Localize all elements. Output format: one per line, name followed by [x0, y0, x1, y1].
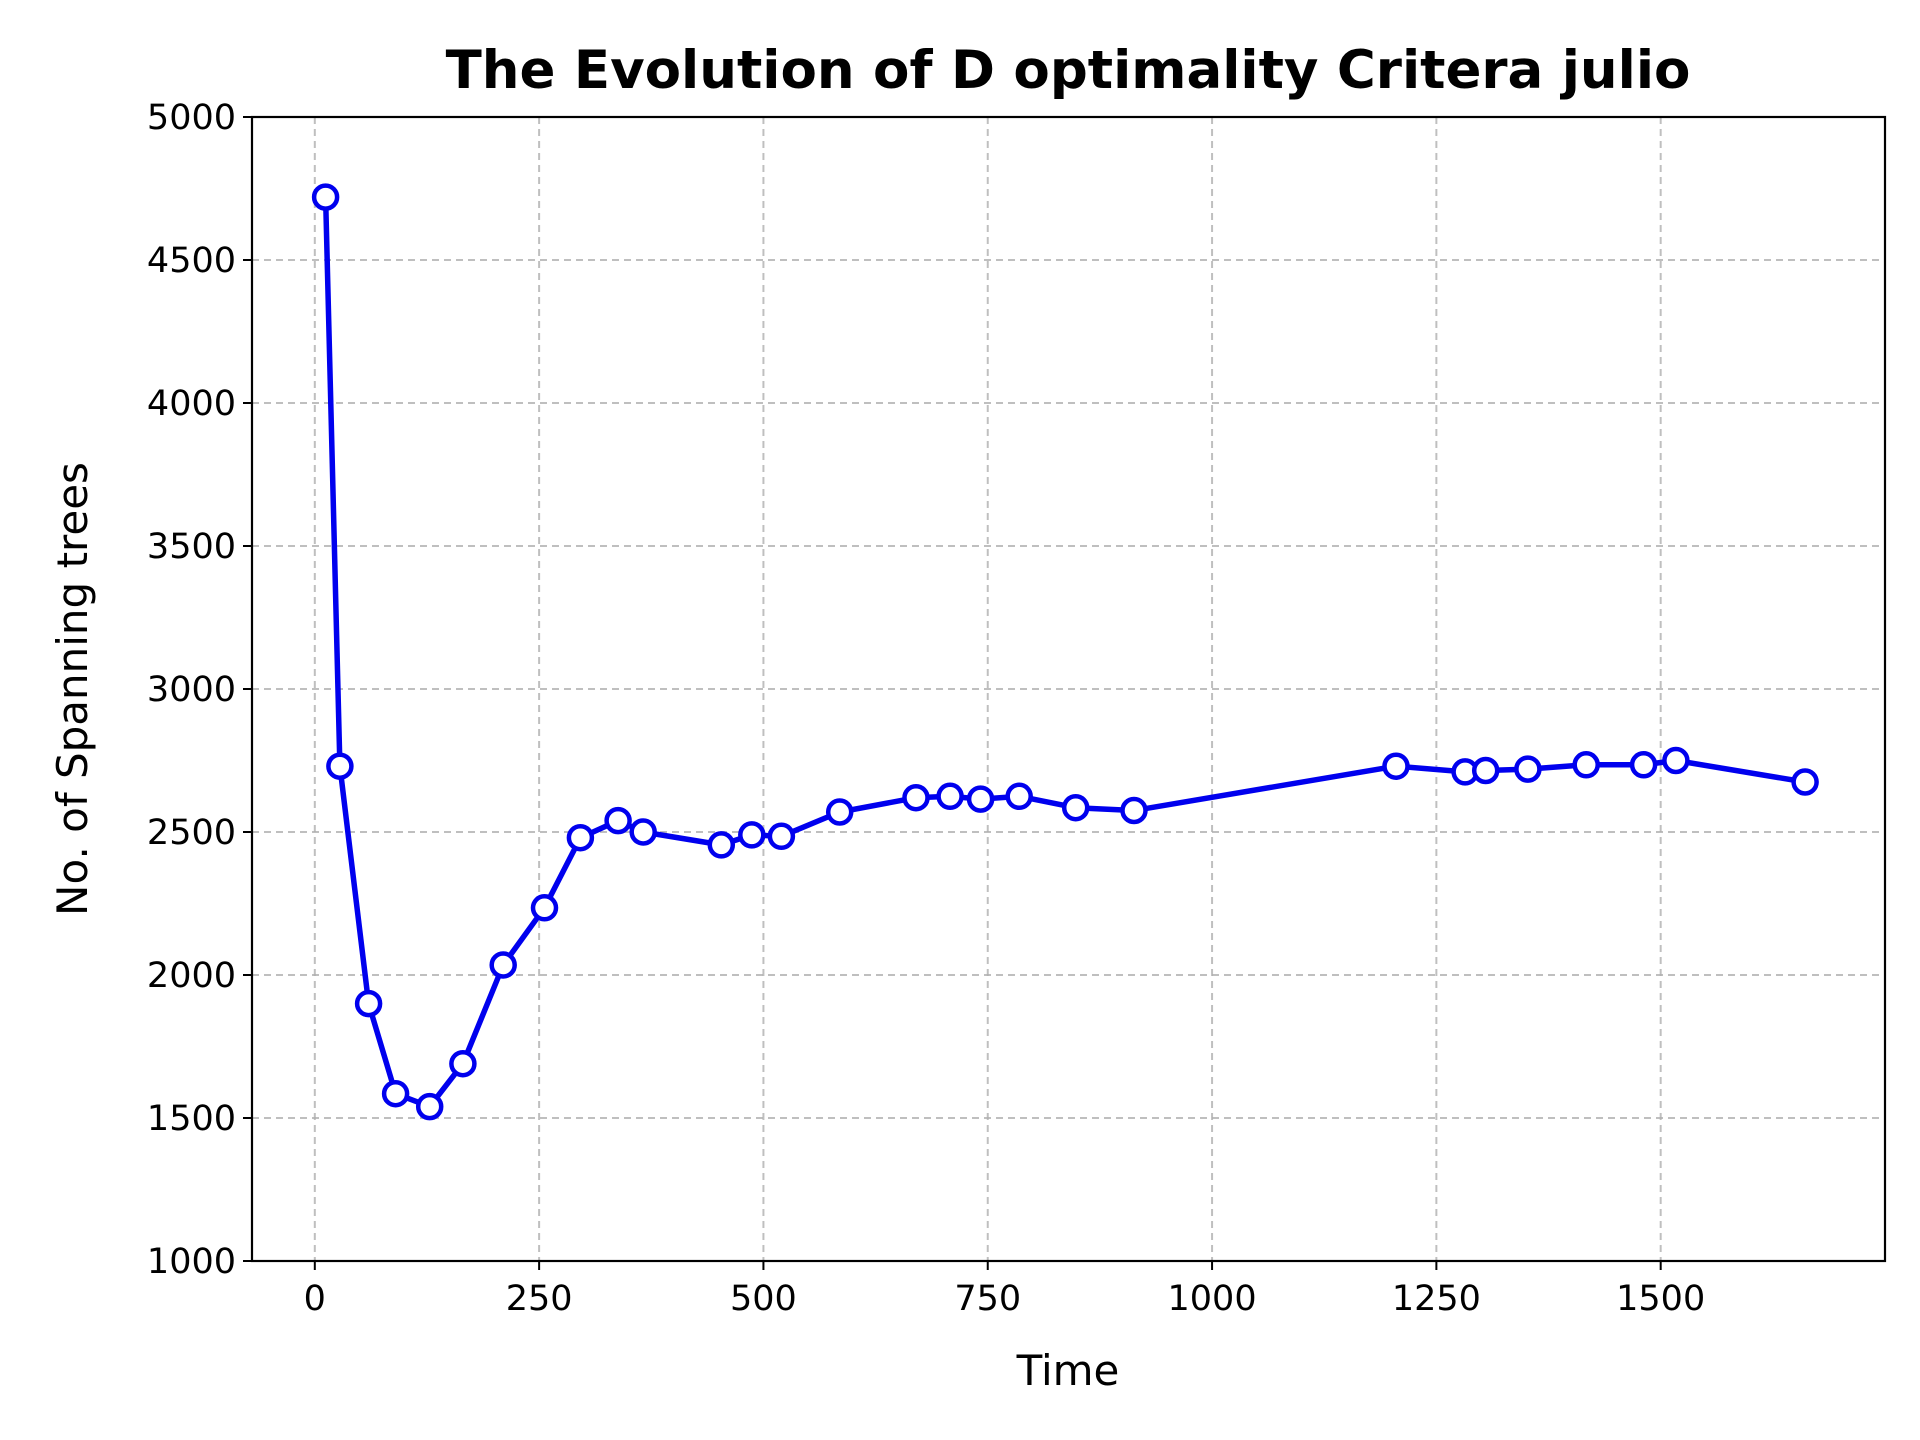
- x-tick-label: 1000: [1168, 1279, 1257, 1319]
- x-tick-label: 0: [304, 1279, 326, 1319]
- data-point: [489, 951, 517, 979]
- data-point: [767, 822, 796, 851]
- data-point: [1061, 793, 1090, 822]
- data-point: [326, 752, 354, 780]
- x-tick-label: 250: [506, 1279, 573, 1319]
- x-axis-label: Time: [1016, 1346, 1120, 1395]
- data-point: [1120, 796, 1148, 825]
- data-point: [738, 821, 766, 849]
- series-line: [322, 194, 1808, 1110]
- data-point: [1471, 756, 1500, 785]
- y-tick-label: 3000: [147, 670, 236, 710]
- data-point: [629, 818, 657, 846]
- y-tick-label: 2000: [147, 956, 236, 996]
- y-tick-label: 4000: [147, 384, 236, 424]
- axis-ticks: 0 250 500 750 1000 1250 1500 1000 1500 2000 2500 30…: [147, 98, 1705, 1319]
- y-tick-label: 1500: [147, 1099, 236, 1139]
- data-point: [1005, 782, 1033, 811]
- data-point: [1514, 755, 1542, 783]
- chart-title: The Evolution of D optimality Critera ju…: [446, 40, 1691, 101]
- data-point: [1572, 751, 1600, 779]
- data-point: [902, 783, 930, 812]
- data-point: [825, 798, 854, 826]
- data-series: [311, 183, 1819, 1121]
- y-tick-label: 5000: [147, 98, 236, 138]
- data-point: [354, 989, 383, 1018]
- data-point: [936, 782, 964, 811]
- y-tick-label: 2500: [147, 813, 236, 853]
- data-point: [449, 1049, 477, 1078]
- data-point: [1629, 751, 1658, 779]
- x-tick-label: 1500: [1616, 1279, 1705, 1319]
- plot-area: [250, 115, 1887, 1263]
- x-tick-label: 500: [730, 1279, 797, 1319]
- data-point: [1791, 768, 1819, 796]
- y-tick-label: 1000: [147, 1242, 236, 1282]
- data-point: [415, 1092, 444, 1121]
- data-point: [1662, 746, 1690, 775]
- x-tick-label: 1250: [1392, 1279, 1481, 1319]
- y-tick-label: 3500: [147, 527, 236, 567]
- data-point: [566, 823, 595, 852]
- data-point: [707, 831, 736, 859]
- data-point: [311, 183, 340, 211]
- data-point: [966, 785, 995, 813]
- y-tick-label: 4500: [147, 241, 236, 281]
- grid: [252, 116, 1885, 1262]
- y-axis-label: No. of Spanning trees: [48, 462, 97, 916]
- data-point: [604, 806, 632, 835]
- x-tick-label: 750: [954, 1279, 1021, 1319]
- data-point: [1382, 752, 1410, 780]
- data-point: [530, 894, 559, 922]
- data-point: [381, 1079, 410, 1108]
